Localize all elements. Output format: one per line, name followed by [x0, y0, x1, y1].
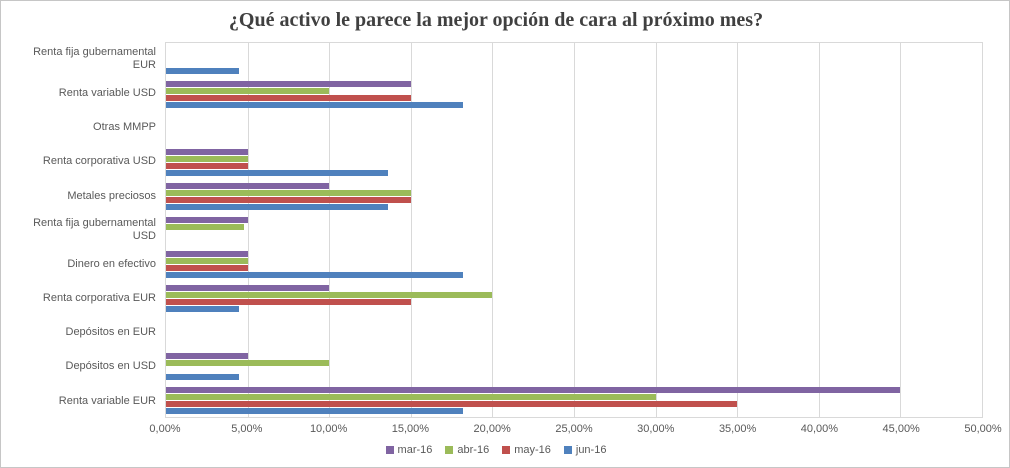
bar-jun-16 [166, 67, 240, 74]
bar-abr-16 [166, 359, 330, 366]
x-tick-label: 20,00% [473, 423, 511, 435]
bar-abr-16 [166, 291, 493, 298]
bar-may-16 [166, 94, 411, 101]
legend-label: may-16 [514, 444, 551, 456]
bar-group-row [166, 43, 982, 77]
gridline [574, 43, 575, 417]
category-label: Renta fija gubernamental EUR [33, 46, 156, 72]
bar-group-row [166, 281, 982, 315]
bar-mar-16 [166, 148, 248, 155]
bar-group-row [166, 179, 982, 213]
gridline [492, 43, 494, 417]
legend-swatch-icon [502, 446, 511, 454]
bar-jun-16 [166, 101, 464, 108]
bar-jun-16 [166, 203, 388, 210]
gridline [818, 43, 820, 417]
x-tick-label: 0,00% [149, 423, 181, 435]
category-label: Otras MMPP [93, 121, 156, 134]
category-label: Renta variable USD [58, 86, 156, 99]
bar-jun-16 [166, 271, 464, 278]
x-axis: 0,00% 5,00% 10,00% 15,00% 20,00% 25,00% 30,00%… [149, 418, 1001, 438]
legend-label: mar-16 [397, 444, 433, 456]
bar-abr-16 [166, 223, 245, 230]
bar-may-16 [166, 298, 411, 305]
bar-may-16 [166, 264, 248, 271]
chart-title: ¿Qué activo le parece la mejor opción de… [228, 9, 764, 31]
bar-may-16 [166, 400, 738, 407]
bar-group-row [166, 383, 982, 417]
legend-item-jun-16: jun-16 [563, 444, 607, 456]
bar-may-16 [166, 196, 411, 203]
x-tick-label: 30,00% [637, 423, 675, 435]
legend-item-mar-16: mar-16 [385, 444, 433, 456]
gridline [247, 43, 249, 417]
gridline [655, 43, 657, 417]
bar-group-row [166, 247, 982, 281]
gridline [329, 43, 331, 417]
bar-group-row [166, 349, 982, 383]
gridline [900, 43, 902, 417]
legend-swatch-icon [385, 446, 394, 454]
bar-group-row [166, 213, 982, 247]
bar-jun-16 [166, 407, 464, 414]
bar-mar-16 [166, 216, 248, 223]
x-tick-label: 50,00% [964, 423, 1002, 435]
bar-group-row [166, 111, 982, 145]
bar-abr-16 [166, 189, 411, 196]
category-label: Metales preciosos [67, 189, 156, 202]
legend-item-may-16: may-16 [502, 444, 551, 456]
bar-abr-16 [166, 257, 248, 264]
x-tick-label: 10,00% [309, 423, 348, 435]
bar-jun-16 [166, 373, 240, 380]
bar-jun-16 [166, 305, 240, 312]
bar-mar-16 [166, 284, 330, 291]
category-label: Renta corporativa EUR [42, 292, 156, 305]
bar-abr-16 [166, 393, 656, 400]
bar-abr-16 [166, 155, 248, 162]
legend-swatch-icon [445, 446, 454, 454]
category-label: Renta corporativa USD [42, 155, 156, 168]
legend-label: jun-16 [575, 444, 607, 456]
category-axis: Renta fija gubernamental EUR Renta variab… [9, 42, 165, 418]
gridline [410, 43, 412, 417]
bar-group-row [166, 77, 982, 111]
bar-mar-16 [166, 182, 330, 189]
plot-area [165, 42, 983, 418]
legend-swatch-icon [563, 446, 572, 454]
bar-jun-16 [166, 169, 388, 176]
category-label: Dinero en efectivo [67, 257, 156, 270]
bar-abr-16 [166, 87, 330, 94]
x-tick-label: 25,00% [555, 423, 593, 435]
bar-mar-16 [166, 80, 411, 87]
bar-chart: Renta fija gubernamental EUR Renta variab… [9, 42, 1002, 438]
x-tick-label: 45,00% [882, 423, 920, 435]
x-tick-label: 15,00% [391, 423, 430, 435]
bar-mar-16 [166, 250, 248, 257]
category-label: Renta fija gubernamental USD [33, 217, 156, 243]
bar-may-16 [166, 162, 248, 169]
x-tick-label: 40,00% [800, 423, 839, 435]
category-label: Depósitos en USD [65, 360, 157, 373]
x-tick-label: 35,00% [718, 423, 757, 435]
bar-group-row [166, 315, 982, 349]
legend: mar-16 abr-16 may-16 jun-16 [9, 438, 983, 462]
x-tick-label: 5,00% [231, 423, 263, 435]
legend-label: abr-16 [457, 444, 490, 456]
category-label: Renta variable EUR [58, 394, 156, 407]
bar-mar-16 [166, 386, 901, 393]
category-label: Depósitos en EUR [65, 326, 157, 339]
legend-item-abr-16: abr-16 [445, 444, 489, 456]
bar-group-row [166, 145, 982, 179]
bar-mar-16 [166, 352, 248, 359]
gridline [737, 43, 739, 417]
